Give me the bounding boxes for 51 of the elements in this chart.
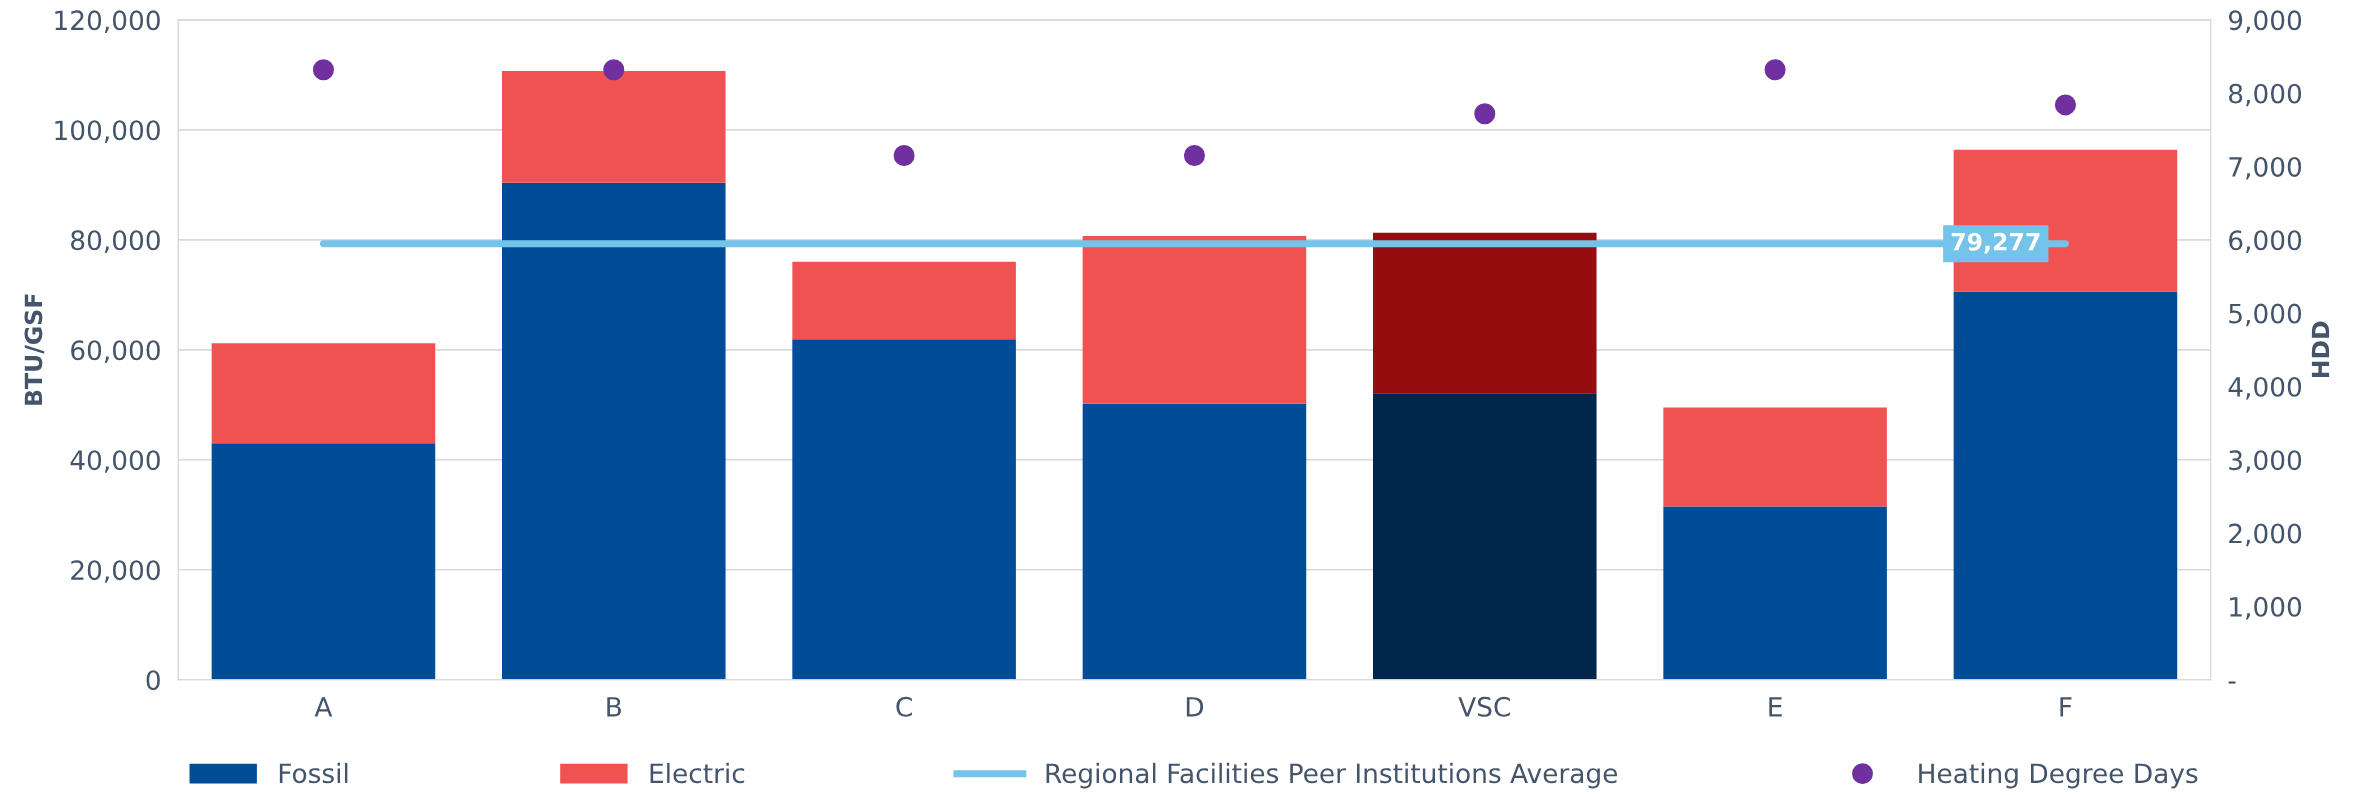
- data-label: 79,277: [1951, 232, 2040, 254]
- y-tick-label: 60,000: [71, 340, 160, 363]
- point: [893, 144, 915, 167]
- x-tick-label: C: [896, 696, 912, 717]
- y-axis-title: BTU/GSF: [24, 294, 45, 405]
- point: [312, 59, 334, 81]
- x-tick-label: F: [2060, 697, 2072, 717]
- y2-tick-label: 9,000: [2228, 10, 2302, 33]
- y-tick-label: 40,000: [70, 450, 160, 473]
- x-tick-label: VSC: [1458, 696, 1510, 717]
- bar: [1373, 232, 1597, 394]
- x-tick-label: D: [1186, 697, 1204, 717]
- y-tick-label: 120,000: [55, 10, 160, 33]
- y-tick-label: 20,000: [71, 560, 160, 583]
- y-tick-label: 100,000: [55, 120, 160, 143]
- bar: [1663, 506, 1887, 680]
- bar: [1082, 235, 1307, 404]
- y-tick-label: 0: [146, 670, 160, 691]
- y-tick-label: 80,000: [71, 230, 160, 253]
- y2-tick-label: 4,000: [2228, 376, 2302, 400]
- legend-label: Fossil: [279, 762, 348, 784]
- y2-tick-label: -: [2228, 681, 2236, 684]
- y2-tick-label: 1,000: [2230, 596, 2302, 620]
- bar: [1953, 291, 2178, 680]
- bar: [211, 343, 436, 444]
- point: [1474, 103, 1496, 125]
- legend-label: Heating Degree Days: [1919, 762, 2198, 789]
- bar: [1082, 403, 1307, 680]
- bar: [792, 339, 1016, 680]
- point: [1764, 59, 1786, 81]
- y2-axis-title: HDD: [2311, 321, 2330, 378]
- y2-tick-label: 5,000: [2229, 303, 2302, 327]
- bar: [792, 261, 1016, 340]
- bar: [211, 443, 436, 680]
- x-tick-label: E: [1769, 697, 1782, 717]
- x-tick-label: B: [607, 697, 621, 717]
- bar: [502, 182, 726, 680]
- legend-label: Regional Facilities Peer Institutions Average: [1046, 762, 1618, 789]
- bar: [502, 71, 726, 183]
- point: [603, 59, 625, 81]
- point: [1183, 144, 1205, 167]
- bar: [1663, 407, 1887, 507]
- bar: [1373, 393, 1597, 680]
- point: [2054, 94, 2076, 116]
- x-tick-label: A: [314, 697, 333, 717]
- y2-tick-label: 7,000: [2229, 156, 2302, 180]
- y2-tick-label: 3,000: [2229, 450, 2302, 473]
- y2-tick-label: 2,000: [2229, 523, 2302, 547]
- legend-label: Electric: [650, 762, 745, 784]
- y2-tick-label: 8,000: [2229, 83, 2302, 107]
- y2-tick-label: 6,000: [2229, 230, 2302, 253]
